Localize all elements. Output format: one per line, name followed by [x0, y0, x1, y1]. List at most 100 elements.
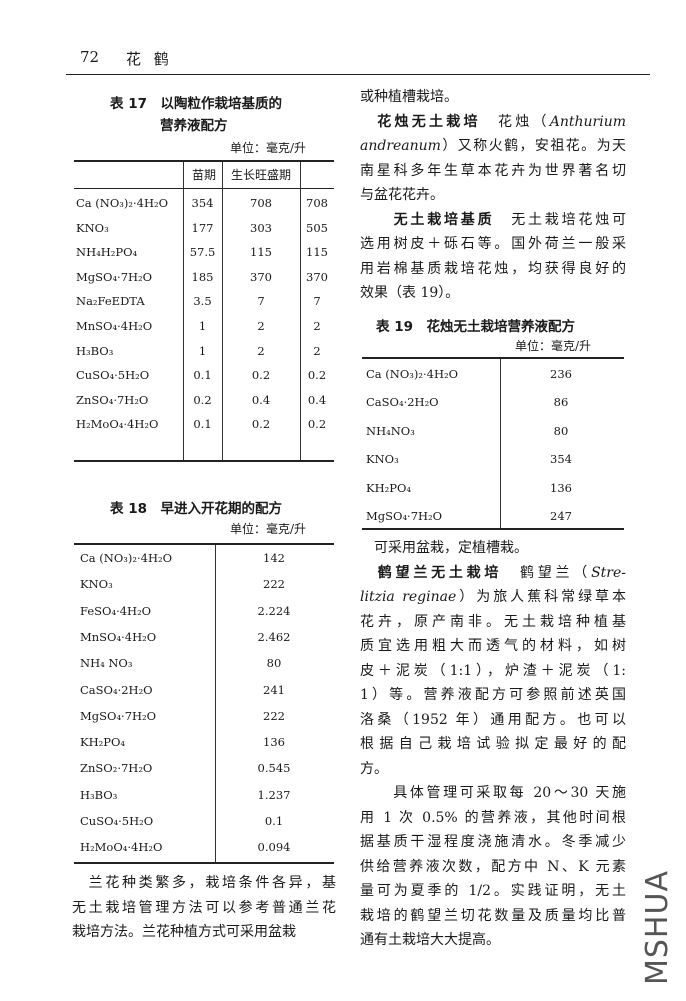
table-18-compound: KNO₃: [80, 577, 113, 592]
text-line: 花烛无土栽培 花烛（Anthurium: [360, 113, 626, 131]
table-17-header-rule: [74, 188, 334, 189]
table-17-seedling-value: 177: [191, 220, 214, 235]
table-18-value: 241: [263, 682, 285, 697]
text-line: 洛桑（1952 年）通用配方。也可以: [360, 711, 626, 729]
text-run: ）又称火鹤，安祖花。为天: [440, 138, 626, 154]
table-18-compound: NH₄ NO₃: [80, 656, 133, 671]
table-17-growth-value: 0.4: [251, 392, 271, 407]
table-17-growth-value: 303: [250, 220, 272, 235]
table-17-growth-value: 2: [257, 343, 265, 358]
table-19-value: 354: [550, 452, 572, 467]
text-line: 供给营养液次数，配方中 N、K 元素: [360, 858, 626, 876]
table-17-compound: H₃BO₃: [76, 343, 114, 358]
table-17-seedling-value: 1: [198, 343, 207, 358]
table-17-compound: MgSO₄·7H₂O: [76, 269, 153, 284]
table-17-third-value: 115: [306, 245, 328, 260]
table-17-third-value: 0.4: [307, 392, 327, 407]
table-18-bottom-rule: [74, 862, 334, 864]
table-18-compound: H₂MoO₄·4H₂O: [80, 840, 163, 855]
text-run: 栽培的鹤望兰切花数量及质量均比普: [360, 907, 626, 924]
table-17-growth-value: 0.2: [251, 368, 271, 383]
table-19-compound: Ca (NO₃)₂·4H₂O: [366, 367, 459, 381]
text-line: 用岩棉基质栽培花烛，均获得良好的: [360, 260, 626, 278]
text-line: 皮＋泥炭（1:1），炉渣＋泥炭（1:: [360, 662, 626, 680]
text-run: 据基质干湿程度浇施清水。冬季减少: [360, 834, 626, 850]
watermark: MSHUA: [640, 870, 675, 985]
page-number: 72: [80, 48, 100, 66]
table-18-top-rule: [74, 543, 334, 545]
text-line: 方。: [360, 760, 626, 778]
text-run: 无土栽培管理方法可以参考普通兰花: [72, 899, 336, 916]
text-line: litzia reginae）为旅人蕉科常绿草本: [360, 588, 626, 606]
table-17-compound: CuSO₄·5H₂O: [76, 368, 150, 383]
table-17-seedling-value: 0.1: [193, 417, 212, 432]
table-19-compound: KH₂PO₄: [366, 480, 412, 495]
table-17-growth-value: 115: [250, 245, 272, 260]
table-18-value: 222: [263, 577, 285, 592]
table-17-third-value: 708: [306, 196, 328, 210]
text-line: 无土栽培管理方法可以参考普通兰花: [72, 899, 336, 917]
text-run: 无土栽培花烛可: [494, 211, 627, 228]
table-17-seedling-value: 3.5: [193, 294, 212, 309]
text-run: 可采用盆栽，定植槽栽。: [360, 540, 528, 556]
text-run: 皮＋泥炭（1:1），炉渣＋泥炭（1:: [360, 662, 626, 679]
table-19-value: 86: [553, 395, 569, 410]
table-17-col-divider: [222, 162, 223, 460]
text-line: 兰花种类繁多，栽培条件各异，基: [72, 874, 336, 892]
table-17-compound: Ca (NO₃)₂·4H₂O: [76, 196, 169, 210]
text-line: 据基质干湿程度浇施清水。冬季减少: [360, 833, 626, 851]
table-18-unit: 单位：毫克/升: [230, 522, 307, 536]
text-line: 栽培的鹤望兰切花数量及质量均比普: [360, 907, 626, 925]
text-run: 通有土栽培大大提高。: [360, 932, 500, 948]
table-17-growth-value: 7: [257, 294, 265, 309]
header-rule: [66, 74, 650, 75]
table-18-compound: MnSO₄·4H₂O: [80, 629, 157, 644]
table-19-top-rule: [362, 357, 624, 359]
text-line: 可采用盆栽，定植槽栽。: [360, 539, 626, 557]
table-17-seedling-value: 57.5: [189, 245, 216, 260]
running-title: 花 鹤: [126, 50, 173, 68]
text-line: 鹤望兰无土栽培 鹤望兰（Stre-: [360, 564, 626, 582]
text-run: 供给营养液次数，配方中 N、K 元素: [360, 858, 626, 875]
table-18-value: 0.094: [257, 840, 291, 855]
table-17-compound: H₂MoO₄·4H₂O: [76, 417, 159, 432]
table-17-compound: ZnSO₄·7H₂O: [76, 392, 149, 407]
table-18-compound: FeSO₄·4H₂O: [80, 603, 152, 618]
text-line: 质宜选用粗大而透气的材料，如树: [360, 637, 626, 655]
text-run: 根据自己栽培试验拟定最好的配: [360, 736, 626, 752]
text-run: 兰花种类繁多，栽培条件各异，基: [72, 875, 336, 891]
table-19-compound: KNO₃: [366, 452, 399, 467]
text-line: 用 1 次 0.5% 的营养液，其他时间根: [360, 809, 626, 827]
text-line: 选用树皮＋砾石等。国外荷兰一般采: [360, 235, 626, 253]
table-17-header-seedling: 苗期: [191, 168, 216, 182]
table-17-third-value: 370: [306, 269, 328, 284]
table-19-value: 136: [550, 480, 572, 495]
text-run: 栽培方法。兰花种植方式可采用盆栽: [72, 924, 296, 940]
text-line: 通有土栽培大大提高。: [360, 931, 626, 949]
latin-name: litzia reginae: [360, 589, 457, 605]
table-17-compound: Na₂FeEDTA: [76, 294, 145, 309]
text-line: 或种植槽栽培。: [360, 88, 626, 106]
text-run: 1）等。营养液配方可参照前述英国: [360, 687, 626, 703]
text-run: 或种植槽栽培。: [360, 89, 458, 105]
table-19-value: 236: [550, 367, 572, 381]
table-18-col-divider: [215, 545, 216, 862]
text-run: 选用树皮＋砾石等。国外荷兰一般采: [360, 236, 626, 252]
table-17-title-line1: 表 17 以陶粒作栽培基质的: [110, 96, 282, 112]
table-17-seedling-value: 354: [191, 196, 214, 210]
table-18-value: 2.224: [257, 603, 291, 618]
text-run: 具体管理可采取每 20～30 天施: [360, 785, 626, 801]
table-19-title: 表 19 花烛无土栽培营养液配方: [376, 319, 575, 335]
table-18-title: 表 18 早进入开花期的配方: [110, 501, 282, 517]
table-19-value: 247: [550, 509, 572, 523]
table-18-compound: H₃BO₃: [80, 787, 118, 802]
table-17-growth-value: 708: [250, 196, 272, 210]
text-line: 效果（表 19）。: [360, 284, 626, 302]
table-18-value: 222: [263, 708, 285, 723]
text-line: 量可为夏季的 1/2。实践证明，无土: [360, 882, 626, 900]
text-line: 与盆花花卉。: [360, 186, 626, 204]
table-17-third-value: 505: [306, 220, 328, 235]
text-run: ）为旅人蕉科常绿草本: [456, 589, 627, 605]
section-heading: 无土栽培基质: [360, 211, 495, 228]
section-heading: 鹤望兰无土栽培: [360, 564, 503, 581]
